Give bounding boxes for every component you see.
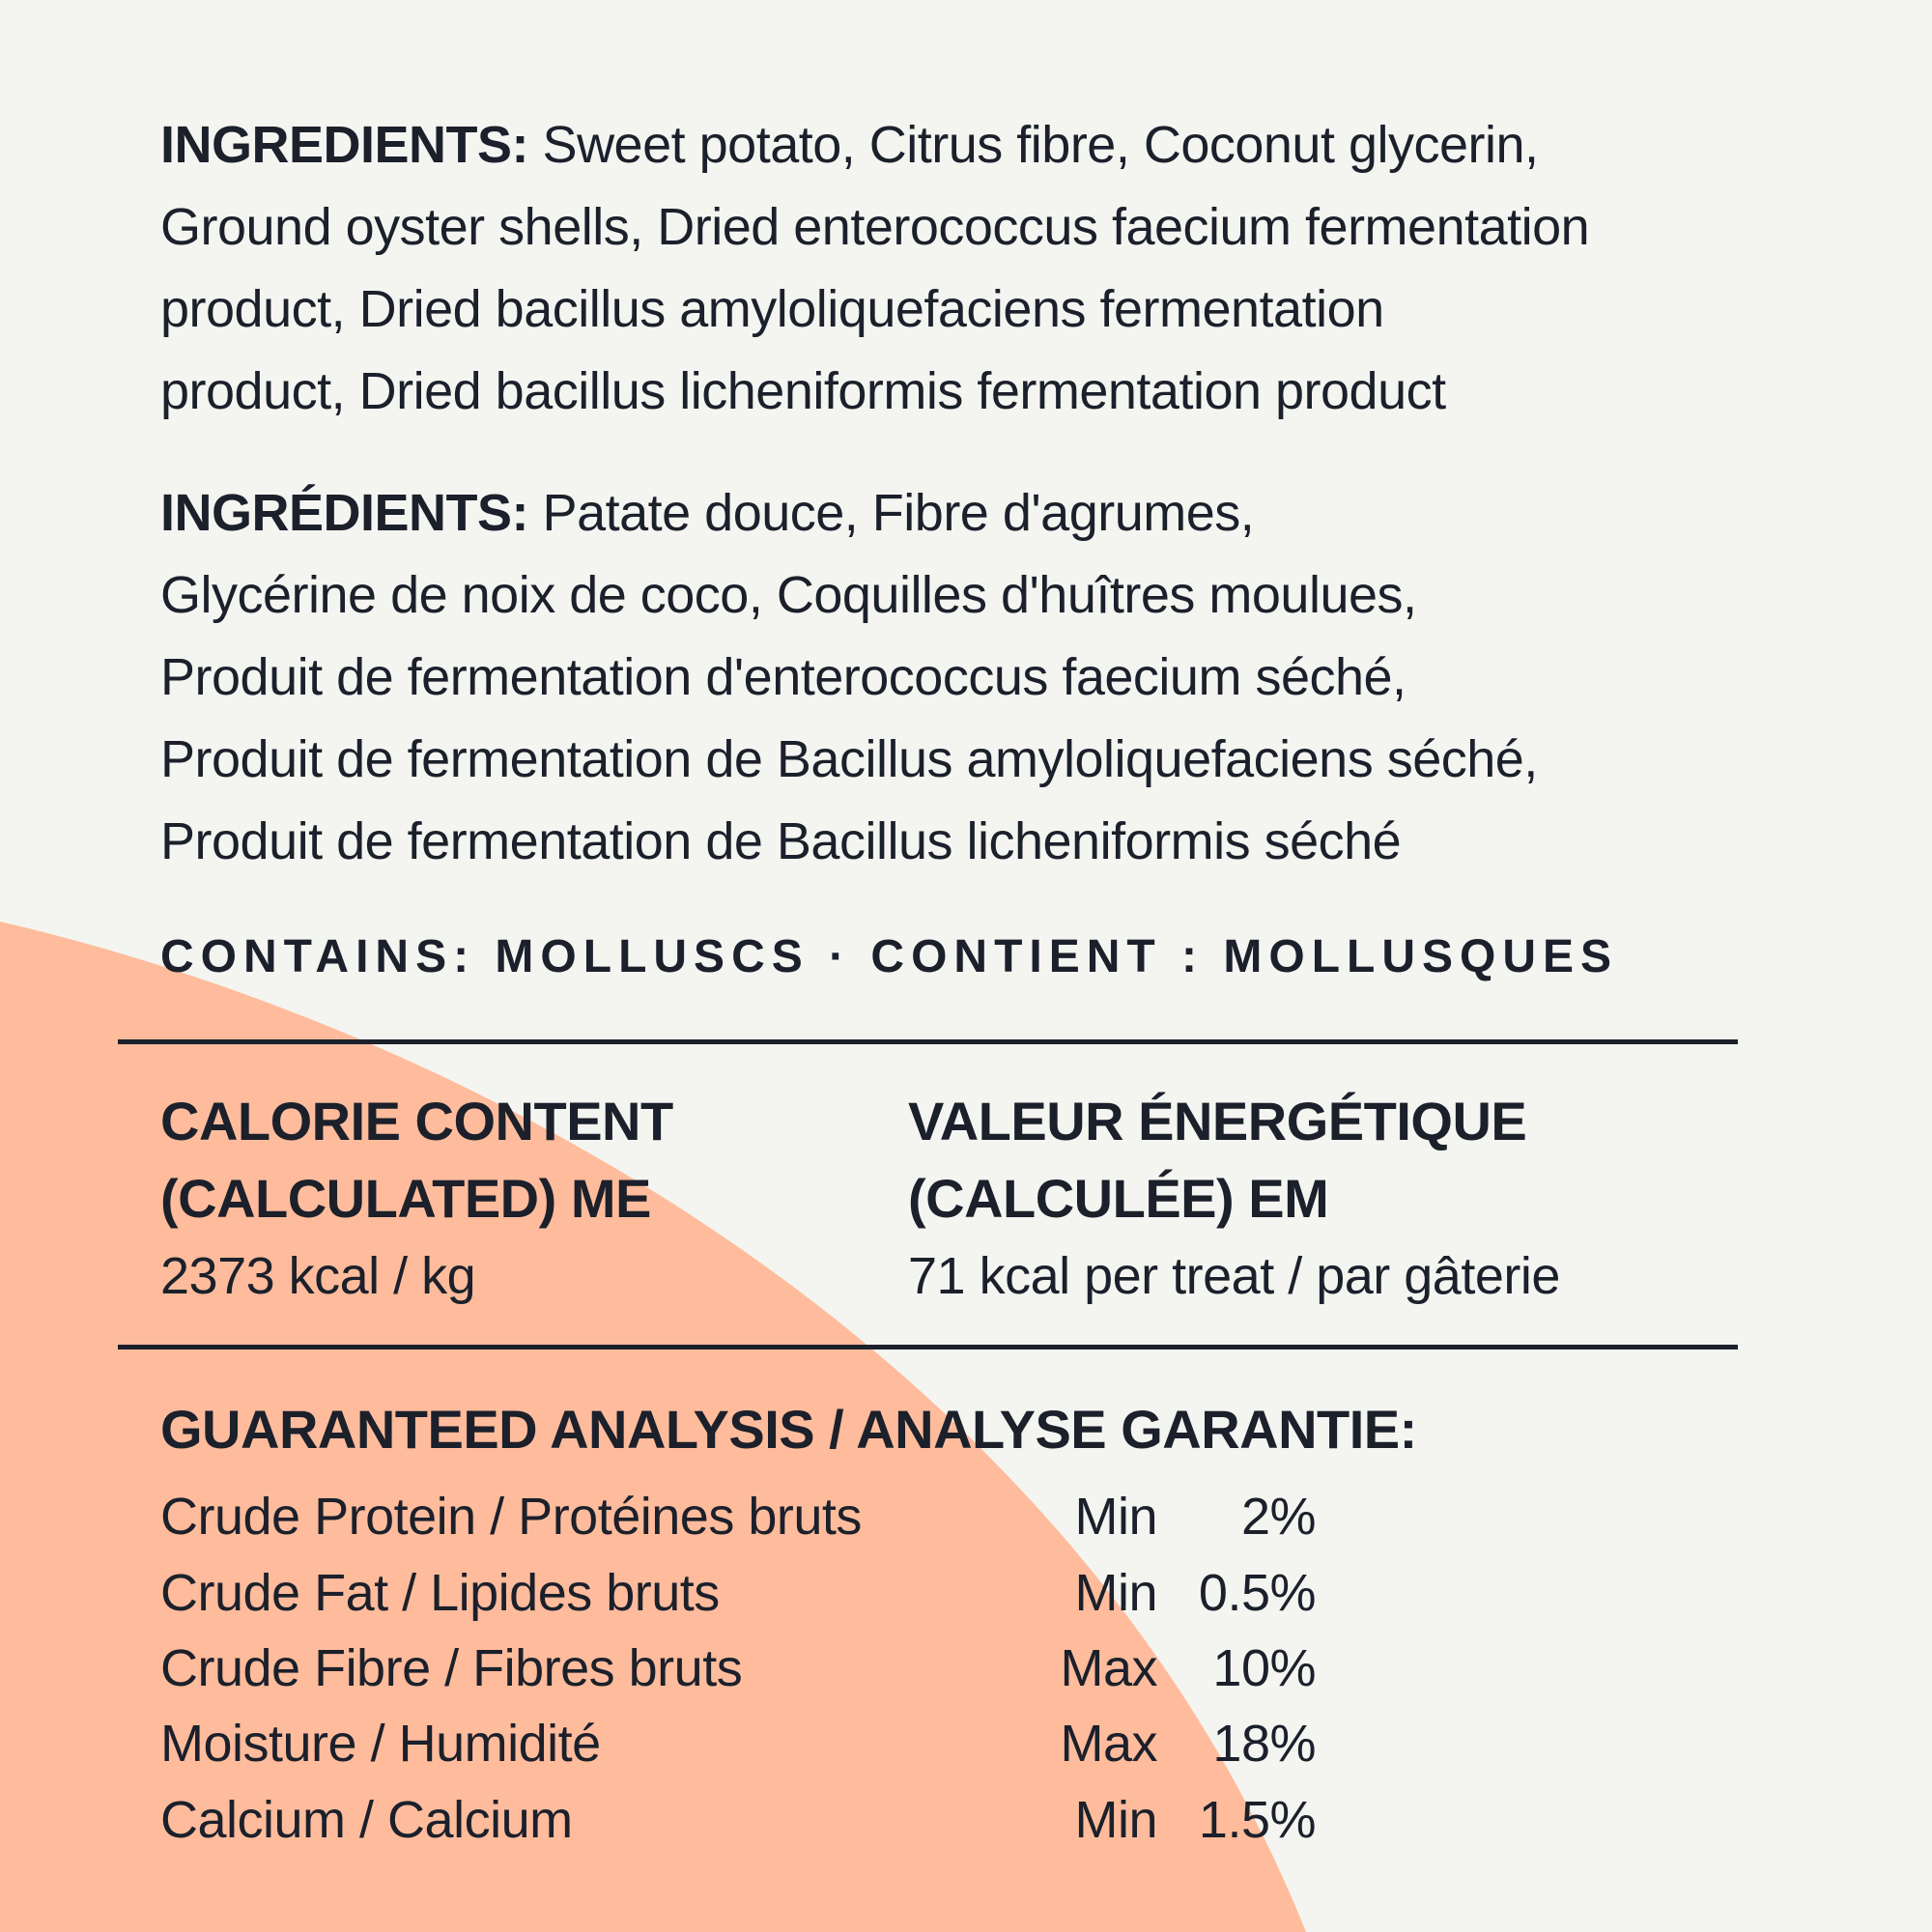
calorie-heading: VALEUR ÉNERGÉTIQUE (908, 1091, 1527, 1151)
ingredients-line: Produit de fermentation de Bacillus amyl… (160, 730, 1538, 788)
nutrient-value: 18% (1212, 1715, 1316, 1773)
analysis-title: GUARANTEED ANALYSIS / ANALYSE GARANTIE: (160, 1399, 1417, 1460)
analysis-row: Crude Fat / Lipides bruts Min 0.5% (160, 1555, 1320, 1632)
nutrient-label: Crude Protein / Protéines bruts (160, 1488, 862, 1546)
allergen-statement: CONTAINS: MOLLUSCS · CONTIENT : MOLLUSQU… (160, 931, 1619, 982)
calorie-value: 71 kcal per treat / par gâterie (908, 1247, 1560, 1305)
divider (118, 1039, 1738, 1044)
calorie-value: 2373 kcal / kg (160, 1247, 476, 1305)
ingredients-english: INGREDIENTS: Sweet potato, Citrus fibre,… (160, 104, 1590, 433)
nutrient-value: 10% (1212, 1639, 1316, 1697)
nutrient-value: 2% (1240, 1488, 1317, 1546)
ingredients-label-fr: INGRÉDIENTS: (160, 484, 529, 542)
ingredients-line: Sweet potato, Citrus fibre, Coconut glyc… (542, 116, 1540, 174)
nutrient-qualifier: Min (1074, 1564, 1157, 1622)
analysis-row: Crude Fibre / Fibres bruts Max 10% (160, 1631, 1320, 1707)
ingredients-line: product, Dried bacillus licheniformis fe… (160, 362, 1446, 420)
ingredients-line: Produit de fermentation d'enterococcus f… (160, 648, 1406, 706)
calorie-content-english: CALORIE CONTENT (CALCULATED) ME 2373 kca… (160, 1083, 673, 1315)
nutrient-qualifier: Max (1060, 1715, 1157, 1773)
ingredients-line: Patate douce, Fibre d'agrumes, (542, 484, 1255, 542)
ingredients-line: Ground oyster shells, Dried enterococcus… (160, 198, 1590, 256)
ingredients-label: INGREDIENTS: (160, 116, 529, 174)
calorie-heading: CALORIE CONTENT (160, 1091, 673, 1151)
analysis-row: Calcium / Calcium Min 1.5% (160, 1782, 1320, 1859)
nutrient-label: Crude Fat / Lipides bruts (160, 1564, 720, 1622)
nutrient-label: Crude Fibre / Fibres bruts (160, 1639, 743, 1697)
ingredients-french: INGRÉDIENTS: Patate douce, Fibre d'agrum… (160, 472, 1538, 883)
nutrient-label: Calcium / Calcium (160, 1791, 573, 1849)
ingredients-line: product, Dried bacillus amyloliquefacien… (160, 280, 1384, 338)
calorie-heading: (CALCULÉE) EM (908, 1168, 1329, 1229)
nutrient-value: 0.5% (1198, 1564, 1317, 1622)
analysis-row: Crude Protein / Protéines bruts Min 2% (160, 1479, 1320, 1555)
calorie-heading: (CALCULATED) ME (160, 1168, 651, 1229)
nutrient-value: 1.5% (1198, 1791, 1317, 1849)
ingredients-line: Glycérine de noix de coco, Coquilles d'h… (160, 566, 1417, 624)
calorie-content-french: VALEUR ÉNERGÉTIQUE (CALCULÉE) EM 71 kcal… (908, 1083, 1560, 1315)
nutrient-qualifier: Min (1074, 1791, 1157, 1849)
analysis-row: Moisture / Humidité Max 18% (160, 1706, 1320, 1782)
nutrient-qualifier: Min (1074, 1488, 1157, 1546)
divider (118, 1345, 1738, 1350)
ingredients-line: Produit de fermentation de Bacillus lich… (160, 812, 1402, 870)
nutrient-qualifier: Max (1060, 1639, 1157, 1697)
nutrient-label: Moisture / Humidité (160, 1715, 601, 1773)
